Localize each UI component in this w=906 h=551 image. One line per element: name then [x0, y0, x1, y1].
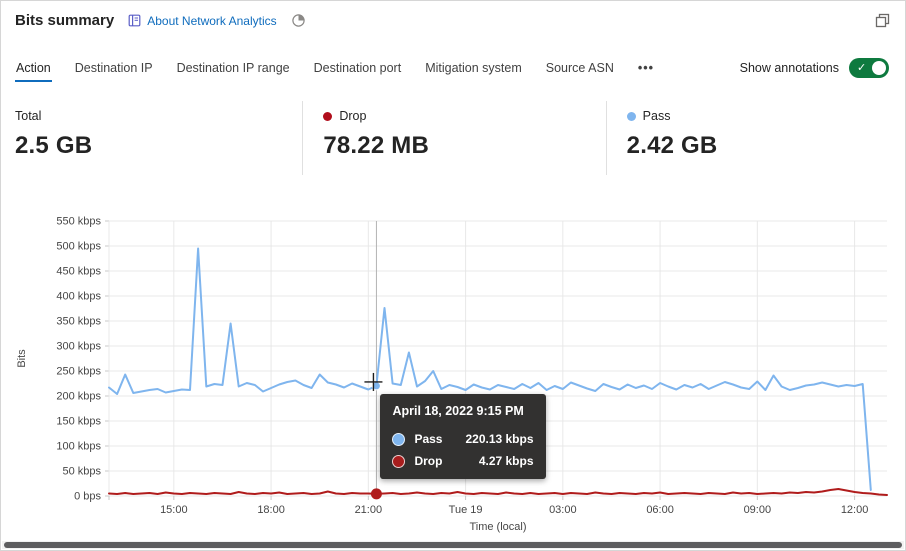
series-dot-icon	[392, 432, 406, 446]
book-icon	[128, 14, 141, 27]
series-dot-icon	[392, 454, 406, 468]
y-tick-label: 150 kbps	[56, 416, 101, 428]
stat-label-row: Total	[15, 107, 302, 125]
series-dot-icon	[626, 111, 636, 121]
tab-destination-ip-range[interactable]: Destination IP range	[176, 60, 290, 75]
tooltip-series-value: 4.27 kbps	[478, 454, 534, 468]
tooltip-series-name: Drop	[414, 454, 443, 468]
stat-value: 2.5 GB	[15, 132, 93, 159]
show-annotations-toggle[interactable]: ✓	[849, 58, 889, 78]
about-network-analytics-link[interactable]: About Network Analytics	[128, 13, 277, 28]
toggle-knob	[872, 61, 886, 75]
y-axis-title: Bits	[16, 349, 28, 368]
y-tick-label: 450 kbps	[56, 266, 101, 278]
tab-bar: Action Destination IP Destination IP range…	[15, 51, 889, 85]
stat-value: 2.42 GB	[626, 132, 718, 159]
y-tick-label: 400 kbps	[56, 291, 101, 303]
tab-overflow-button[interactable]: •••	[637, 60, 654, 75]
pie-chart-icon[interactable]	[291, 13, 306, 28]
stat-value: 78.22 MB	[323, 132, 429, 159]
tab-list: Action Destination IP Destination IP range…	[15, 55, 655, 82]
x-tick-label: Tue 19	[449, 504, 483, 516]
x-tick-label: 21:00	[355, 504, 383, 516]
stat-label-row: Drop	[323, 107, 605, 125]
y-tick-label: 200 kbps	[56, 391, 101, 403]
y-tick-label: 0 bps	[74, 491, 101, 503]
tab-action[interactable]: Action	[15, 55, 52, 82]
stats-row: Total 2.5 GB Drop 78.22 MB Pass 2.42 GB	[1, 101, 905, 175]
tooltip-row-drop: Drop 4.27 kbps	[392, 454, 534, 468]
y-tick-label: 350 kbps	[56, 316, 101, 328]
tab-destination-ip[interactable]: Destination IP	[74, 60, 153, 75]
tab-mitigation-system[interactable]: Mitigation system	[425, 60, 522, 75]
chart-tooltip: April 18, 2022 9:15 PM Pass 220.13 kbps Dr…	[380, 394, 546, 479]
stat-card-drop: Drop 78.22 MB	[302, 101, 605, 175]
tooltip-rows: Pass 220.13 kbps Drop 4.27 kbps	[392, 432, 534, 468]
x-tick-label: 06:00	[646, 504, 674, 516]
panel-header: Bits summary About Network Analytics	[15, 12, 306, 29]
tooltip-series-value: 220.13 kbps	[465, 432, 534, 446]
tooltip-timestamp: April 18, 2022 9:15 PM	[392, 404, 524, 418]
about-link-label: About Network Analytics	[147, 13, 277, 28]
series-dot-icon	[323, 111, 333, 121]
x-tick-label: 18:00	[257, 504, 285, 516]
x-tick-label: 12:00	[841, 504, 869, 516]
x-tick-label: 03:00	[549, 504, 577, 516]
stat-label-row: Pass	[626, 107, 905, 125]
scrollbar-thumb[interactable]	[4, 542, 902, 548]
y-tick-label: 50 kbps	[62, 466, 101, 478]
show-annotations-label: Show annotations	[739, 61, 839, 75]
y-tick-label: 100 kbps	[56, 441, 101, 453]
tooltip-row-pass: Pass 220.13 kbps	[392, 432, 534, 446]
check-icon: ✓	[857, 61, 867, 74]
show-annotations-control: Show annotations ✓	[740, 58, 889, 78]
y-tick-label: 300 kbps	[56, 341, 101, 353]
y-tick-label: 250 kbps	[56, 366, 101, 378]
stat-label: Drop	[339, 109, 367, 123]
stat-card-total: Total 2.5 GB	[1, 101, 302, 175]
tab-destination-port[interactable]: Destination port	[313, 60, 402, 75]
x-axis-title: Time (local)	[469, 521, 526, 533]
horizontal-scrollbar[interactable]	[2, 541, 904, 549]
expand-window-icon[interactable]	[875, 13, 891, 29]
tooltip-series-name: Pass	[414, 432, 443, 446]
stat-label: Total	[15, 109, 42, 123]
page-title: Bits summary	[15, 12, 115, 29]
x-tick-label: 09:00	[744, 504, 772, 516]
stat-card-pass: Pass 2.42 GB	[605, 101, 905, 175]
stat-label: Pass	[642, 109, 671, 123]
y-tick-label: 500 kbps	[56, 241, 101, 253]
tab-source-asn[interactable]: Source ASN	[545, 60, 614, 75]
x-tick-label: 15:00	[160, 504, 188, 516]
y-tick-label: 550 kbps	[56, 216, 101, 228]
